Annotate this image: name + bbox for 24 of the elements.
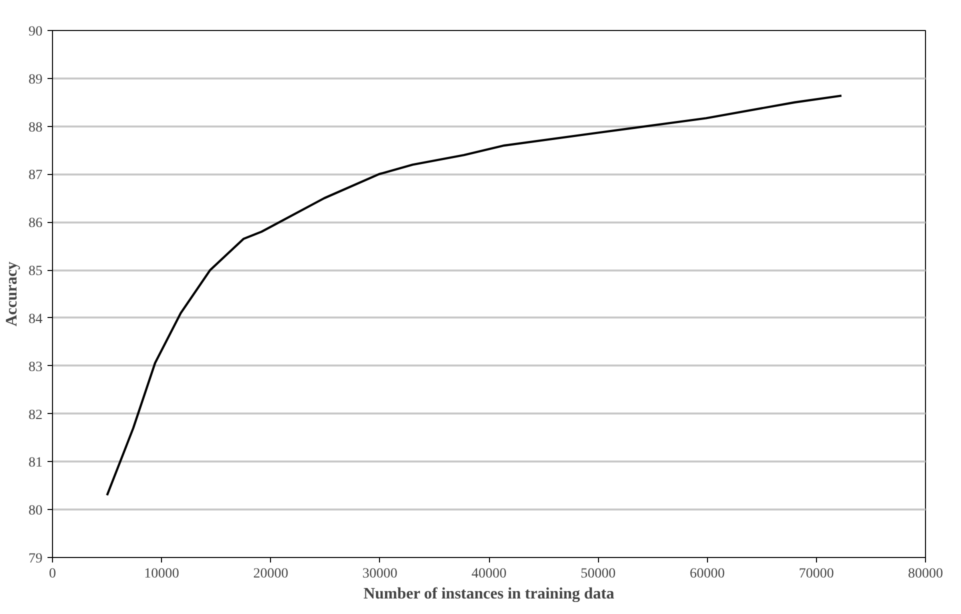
y-tick-label: 90: [28, 24, 42, 40]
y-tick-label: 89: [28, 72, 42, 88]
x-tick-label: 60000: [690, 566, 725, 582]
y-tick-label: 84: [28, 312, 42, 327]
x-tick-label: 40000: [472, 566, 506, 582]
x-tick-label: 50000: [580, 566, 616, 582]
y-axis-title: Accuracy: [4, 262, 20, 326]
y-tick-label: 79: [28, 552, 42, 566]
x-tick-label: 30000: [362, 566, 398, 582]
x-tick-label: 20000: [253, 566, 288, 582]
x-tick-label: 0: [49, 566, 56, 582]
y-tick-label: 82: [28, 408, 42, 423]
y-tick-label: 85: [28, 264, 42, 280]
x-tick-label: 80000: [908, 566, 943, 582]
x-tick-label: 70000: [798, 566, 834, 582]
y-tick-label: 83: [28, 360, 42, 375]
x-axis-title: Number of instances in training data: [363, 586, 614, 602]
line-series: [106, 94, 843, 496]
y-tick-label: 86: [28, 216, 42, 232]
y-tick-label: 81: [28, 456, 42, 471]
x-tick-label: 10000: [144, 566, 180, 582]
y-tick-label: 88: [28, 120, 42, 136]
y-tick-label: 80: [28, 504, 42, 519]
y-tick-label: 87: [28, 168, 42, 184]
